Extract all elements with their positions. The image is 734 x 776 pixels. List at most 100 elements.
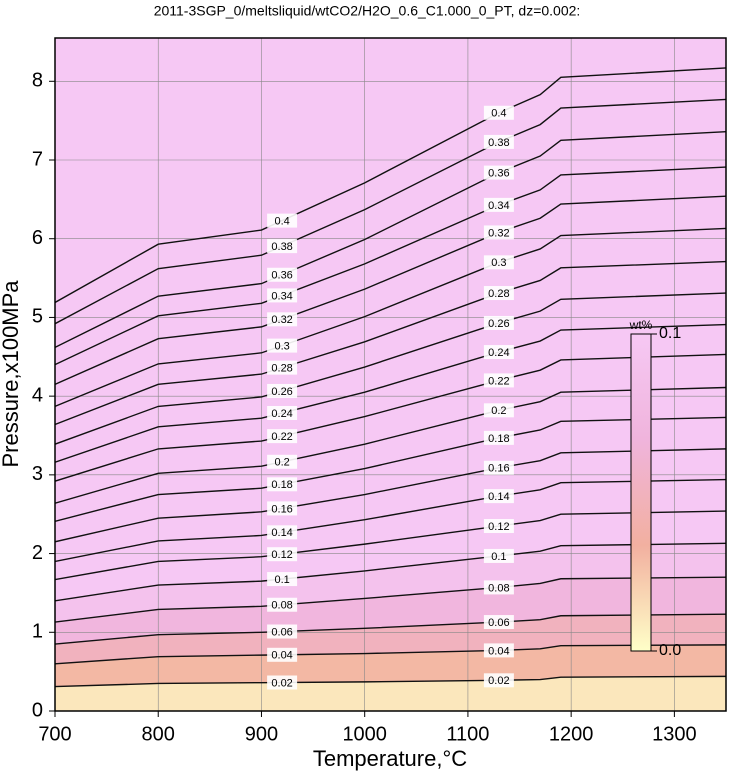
contour-label-bg [267,525,298,540]
contour-label: 0.26 [271,386,292,398]
contour-label: 0.22 [488,375,509,387]
contour-line [55,510,726,581]
contour-label: 0.28 [271,363,292,375]
contour-label: 0.04 [271,650,292,662]
contour-label-bg [483,548,514,563]
fill-band [55,614,726,664]
contour-label: 0.32 [488,227,509,239]
contour-label-bg [267,675,298,690]
x-tick-label: 1100 [446,723,489,745]
contour-label-bg [267,454,298,469]
contour-label-bg [483,519,514,534]
contour-line [55,323,726,463]
x-tick-label: 1000 [342,723,387,745]
contour-label-bg [483,643,514,658]
contour-label-bg [483,373,514,388]
contour-label-bg [267,429,298,444]
contour-label: 0.14 [271,527,292,539]
contour-label: 0.06 [271,626,292,638]
contour-label-bg [483,673,514,688]
fill-band [55,644,726,687]
contour-line [55,448,726,543]
contour-label: 0.06 [488,617,509,629]
contour-line [55,542,726,602]
fill-band [55,228,726,425]
y-tick-label: 5 [32,306,43,328]
contour-label: 0.26 [488,318,509,330]
contour-label: 0.1 [274,574,289,586]
y-tick-label: 0 [32,699,43,721]
contour-line [55,166,726,366]
contour-label: 0.14 [488,491,509,503]
contour-label: 0.18 [271,479,292,491]
contour-label: 0.32 [271,314,292,326]
contour-label: 0.02 [271,677,292,689]
y-tick-label: 6 [32,227,43,249]
contour-line [55,613,726,645]
contour-label: 0.04 [488,645,509,657]
contour-label: 0.12 [488,521,509,533]
colorbar-tick-label: 0.1 [659,325,681,342]
colorbar [630,333,652,652]
contour-label: 0.36 [488,168,509,180]
contour-line [55,386,726,504]
x-axis-label: Temperature,°C [313,746,467,771]
contour-line [55,195,726,385]
contour-label-bg [483,615,514,630]
contour-line [55,478,726,563]
contour-label-bg [267,267,298,282]
contour-label-bg [483,134,514,149]
fill-band [55,167,726,385]
contour-label-bg [267,312,298,327]
contour-line [55,227,726,408]
contour-label: 0.2 [274,457,289,469]
contour-label-bg [267,360,298,375]
contour-label-bg [483,580,514,595]
fill-band [55,38,726,303]
fill-band [55,448,726,562]
y-tick-label: 1 [32,621,43,643]
contour-label: 0.3 [491,257,506,269]
fill-band [55,261,726,445]
contour-line [55,130,726,348]
contour-label-bg [483,255,514,270]
contour-label: 0.2 [491,405,506,417]
contour-line [55,576,726,623]
contour-line [55,644,726,665]
x-tick-label: 700 [38,723,71,745]
fill-band [55,511,726,601]
y-tick-label: 8 [32,70,43,92]
fill-band [55,543,726,623]
contour-label-bg [483,430,514,445]
contour-label: 0.4 [491,108,506,120]
contour-label-bg [483,345,514,360]
contour-line [55,416,726,522]
contour-label-bg [267,405,298,420]
y-tick-label: 2 [32,542,43,564]
x-tick-label: 1300 [652,723,697,745]
contour-label-bg [483,315,514,330]
contour-label: 0.16 [488,463,509,475]
contour-label: 0.38 [271,241,292,253]
colorbar-label: wt% [629,318,653,332]
contour-label-bg [267,647,298,662]
x-tick-label: 1200 [549,723,594,745]
contour-line [55,98,726,325]
contour-label-bg [267,338,298,353]
contour-label: 0.02 [488,675,509,687]
fill-band [55,417,726,542]
contour-label: 0.24 [488,347,509,359]
fill-band [55,131,726,365]
contour-label: 0.4 [274,216,289,228]
y-tick-label: 3 [32,463,43,485]
contour-line [55,292,726,445]
plot-frame [54,37,727,712]
x-tick-label: 800 [142,723,175,745]
contour-label: 0.16 [271,503,292,515]
contour-label-bg [483,403,514,418]
y-axis-label: Pressure,x100MPa [0,280,23,468]
contour-label-bg [267,597,298,612]
y-tick-label: 4 [32,384,43,406]
contour-label-bg [267,383,298,398]
contour-label-bg [267,547,298,562]
